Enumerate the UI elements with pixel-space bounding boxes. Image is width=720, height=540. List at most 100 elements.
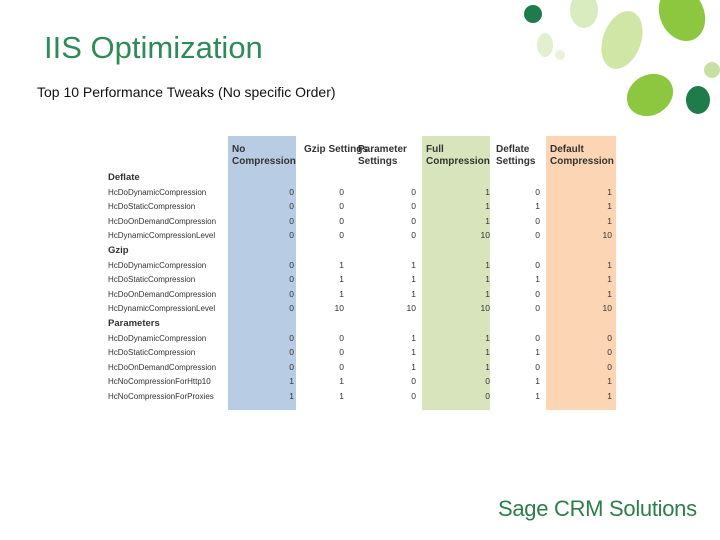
table-cell: 10 bbox=[602, 303, 612, 314]
table-cell: 1 bbox=[607, 215, 612, 226]
table-cell: 1 bbox=[411, 361, 416, 372]
table-cell: 1 bbox=[485, 186, 490, 197]
table-cell: 1 bbox=[289, 391, 294, 401]
table-cell: 0 bbox=[535, 303, 540, 314]
row-label: HcDoStaticCompression bbox=[108, 348, 196, 358]
table-cell: 0 bbox=[607, 361, 612, 372]
table-cell: 0 bbox=[535, 332, 540, 343]
table-cell: 10 bbox=[334, 303, 344, 314]
leaf-decoration bbox=[524, 0, 720, 117]
compression-settings-table: No Compression Gzip Settings Parameter Set… bbox=[104, 136, 616, 410]
table-cell: 1 bbox=[607, 274, 612, 285]
table-cell: 1 bbox=[607, 186, 612, 197]
table-cell: 0 bbox=[289, 347, 294, 358]
table-cell: 1 bbox=[339, 274, 344, 285]
table-cell: 1 bbox=[485, 361, 490, 372]
table-cell: 0 bbox=[339, 361, 344, 372]
table-cell: 0 bbox=[411, 215, 416, 226]
table-cell: 0 bbox=[289, 259, 294, 270]
table-cell: 0 bbox=[289, 361, 294, 372]
column-shading bbox=[228, 136, 296, 410]
table-cell: 0 bbox=[411, 201, 416, 212]
table-cell: 0 bbox=[289, 288, 294, 299]
table-cell: 0 bbox=[289, 201, 294, 212]
table-cell: 1 bbox=[485, 215, 490, 226]
leaf-shape bbox=[524, 5, 542, 23]
table-cell: 1 bbox=[607, 201, 612, 212]
group-heading: Gzip bbox=[108, 245, 129, 256]
table-cell: 0 bbox=[289, 332, 294, 343]
table-cell: 0 bbox=[535, 259, 540, 270]
row-label: HcDoDynamicCompression bbox=[108, 333, 207, 343]
table-cell: 0 bbox=[535, 186, 540, 197]
table-cell: 0 bbox=[411, 230, 416, 241]
table-cell: 0 bbox=[411, 186, 416, 197]
column-header: Full Compression bbox=[426, 144, 490, 167]
group-heading: Parameters bbox=[108, 318, 160, 329]
table-cell: 0 bbox=[607, 332, 612, 343]
table-cell: 1 bbox=[607, 376, 612, 387]
brand-logo-text: Sage CRM Solutions bbox=[498, 496, 697, 521]
table-cell: 1 bbox=[607, 288, 612, 299]
table-cell: 0 bbox=[339, 186, 344, 197]
row-label: HcNoCompressionForProxies bbox=[108, 392, 214, 401]
row-label: HcDoStaticCompression bbox=[108, 275, 196, 285]
row-label: HcDoOnDemandCompression bbox=[108, 289, 217, 299]
column-header: Deflate Settings bbox=[496, 144, 536, 167]
table-cell: 1 bbox=[535, 391, 540, 401]
table-cell: 1 bbox=[535, 274, 540, 285]
row-label: HcDoDynamicCompression bbox=[108, 187, 207, 197]
table-cell: 0 bbox=[411, 376, 416, 387]
table-cell: 1 bbox=[535, 347, 540, 358]
row-label: HcDynamicCompressionLevel bbox=[108, 231, 216, 241]
table-cell: 0 bbox=[535, 215, 540, 226]
slide-subtitle: Top 10 Performance Tweaks (No specific O… bbox=[37, 84, 336, 100]
column-shading bbox=[422, 136, 490, 410]
table-cell: 0 bbox=[289, 186, 294, 197]
leaf-shape bbox=[658, 0, 706, 42]
column-header: Parameter Settings bbox=[358, 144, 407, 167]
leaf-shape bbox=[555, 50, 565, 60]
table-cell: 0 bbox=[289, 230, 294, 241]
table-cell: 0 bbox=[339, 230, 344, 241]
table-cell: 1 bbox=[607, 391, 612, 401]
slide-title: IIS Optimization bbox=[44, 30, 263, 65]
column-header: Default Compression bbox=[550, 144, 614, 167]
leaf-shape bbox=[570, 0, 598, 28]
leaf-shape bbox=[537, 33, 553, 57]
row-label: HcDoStaticCompression bbox=[108, 202, 196, 212]
table-cell: 0 bbox=[339, 347, 344, 358]
table-cell: 0 bbox=[485, 376, 490, 387]
table-cell: 1 bbox=[485, 274, 490, 285]
table-cell: 1 bbox=[485, 332, 490, 343]
leaf-shape bbox=[704, 62, 720, 78]
table-cell: 1 bbox=[411, 332, 416, 343]
table-cell: 1 bbox=[411, 259, 416, 270]
row-label: HcDoDynamicCompression bbox=[108, 260, 207, 270]
table-cell: 0 bbox=[535, 230, 540, 241]
table-cell: 1 bbox=[485, 288, 490, 299]
table-cell: 0 bbox=[339, 215, 344, 226]
column-header: No Compression bbox=[232, 144, 296, 167]
leaf-shape bbox=[601, 11, 643, 69]
table-cell: 0 bbox=[339, 332, 344, 343]
table-cell: 1 bbox=[411, 347, 416, 358]
table-cell: 0 bbox=[607, 347, 612, 358]
table-cell: 0 bbox=[289, 303, 294, 314]
table-cell: 0 bbox=[289, 274, 294, 285]
table-cell: 1 bbox=[607, 259, 612, 270]
group-heading: Deflate bbox=[108, 172, 140, 183]
table-cell: 10 bbox=[602, 230, 612, 241]
table-cell: 0 bbox=[411, 391, 416, 401]
table-cell: 10 bbox=[480, 303, 490, 314]
table-cell: 1 bbox=[339, 391, 344, 401]
row-label: HcDoOnDemandCompression bbox=[108, 216, 217, 226]
table-cell: 1 bbox=[411, 274, 416, 285]
table-cell: 1 bbox=[535, 201, 540, 212]
table-cell: 1 bbox=[485, 259, 490, 270]
table-cell: 1 bbox=[339, 259, 344, 270]
row-label: HcNoCompressionForHttp10 bbox=[108, 377, 211, 387]
table-cell: 1 bbox=[535, 376, 540, 387]
table-cell: 1 bbox=[289, 376, 294, 387]
table-cell: 0 bbox=[289, 215, 294, 226]
